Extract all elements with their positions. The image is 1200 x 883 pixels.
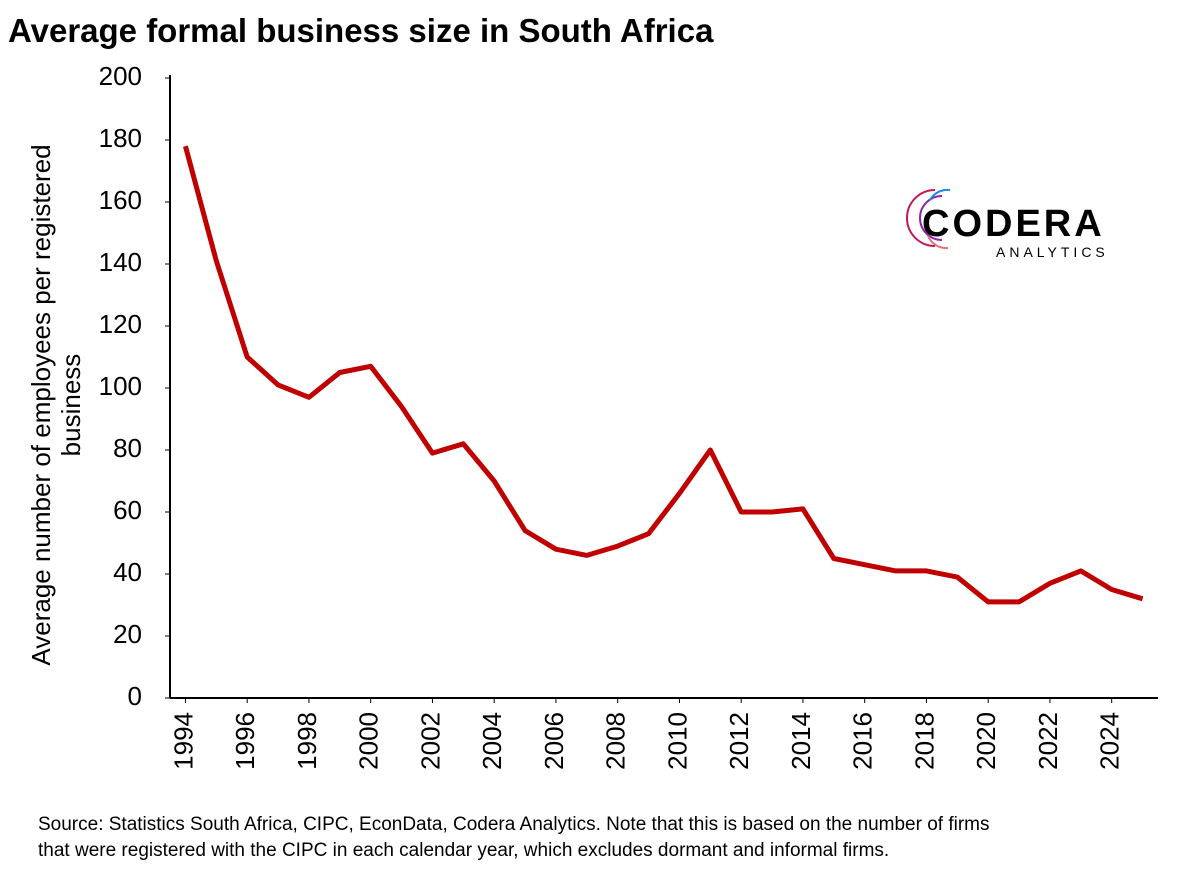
- chart-title: Average formal business size in South Af…: [8, 12, 714, 49]
- x-tick-label: 2020: [971, 712, 1001, 770]
- x-tick-label: 2002: [415, 712, 445, 770]
- x-tick-label: 2016: [848, 712, 878, 770]
- source-note: that were registered with the CIPC in ea…: [38, 840, 889, 861]
- source-note: Source: Statistics South Africa, CIPC, E…: [38, 814, 990, 835]
- y-tick-label: 40: [113, 557, 142, 587]
- y-tick-label: 80: [113, 433, 142, 463]
- x-tick-label: 2012: [724, 712, 754, 770]
- y-tick-label: 100: [99, 371, 142, 401]
- x-tick-label: 2008: [601, 712, 631, 770]
- x-tick-label: 2018: [909, 712, 939, 770]
- logo-subtitle: ANALYTICS: [996, 244, 1109, 260]
- y-tick-label: 120: [99, 309, 142, 339]
- line-series: [183, 145, 1144, 605]
- x-tick-label: 1996: [230, 712, 260, 770]
- y-tick-label: 140: [99, 247, 142, 277]
- x-tick-label: 2006: [539, 712, 569, 770]
- y-tick-label: 0: [128, 681, 142, 711]
- x-tick-label: 1994: [168, 712, 198, 770]
- x-tick-label: 2014: [786, 712, 816, 770]
- y-tick-label: 20: [113, 619, 142, 649]
- x-tick-label: 2010: [662, 712, 692, 770]
- x-tick-label: 2004: [477, 712, 507, 770]
- y-tick-label: 60: [113, 495, 142, 525]
- y-axis-title-line: Average number of employees per register…: [26, 144, 56, 665]
- y-tick-label: 160: [99, 185, 142, 215]
- logo-name: CODERA: [922, 203, 1105, 245]
- y-axis-title-line: business: [56, 354, 86, 457]
- x-tick-label: 2022: [1033, 712, 1063, 770]
- x-tick-label: 2024: [1095, 712, 1125, 770]
- logo: CODERA ANALYTICS: [906, 188, 1109, 260]
- x-tick-label: 1998: [292, 712, 322, 770]
- x-tick-label: 2000: [354, 712, 384, 770]
- y-tick-label: 180: [99, 123, 142, 153]
- y-tick-label: 200: [99, 61, 142, 91]
- y-axis-title: Average number of employees per register…: [26, 144, 86, 665]
